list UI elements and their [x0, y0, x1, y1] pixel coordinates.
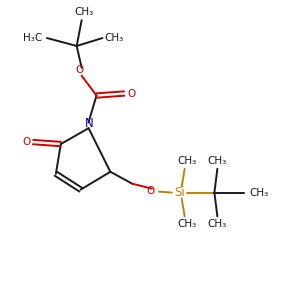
Text: CH₃: CH₃: [177, 219, 196, 229]
Text: O: O: [147, 186, 155, 196]
Text: CH₃: CH₃: [177, 156, 196, 166]
Text: CH₃: CH₃: [105, 33, 124, 43]
Text: CH₃: CH₃: [208, 219, 227, 229]
Text: CH₃: CH₃: [208, 156, 227, 166]
Text: H₃C: H₃C: [23, 33, 43, 43]
Text: N: N: [85, 117, 94, 130]
Text: CH₃: CH₃: [249, 188, 268, 198]
Text: O: O: [76, 65, 84, 75]
Text: Si: Si: [174, 186, 185, 199]
Text: O: O: [22, 137, 30, 147]
Text: CH₃: CH₃: [74, 7, 93, 17]
Text: O: O: [127, 88, 135, 98]
